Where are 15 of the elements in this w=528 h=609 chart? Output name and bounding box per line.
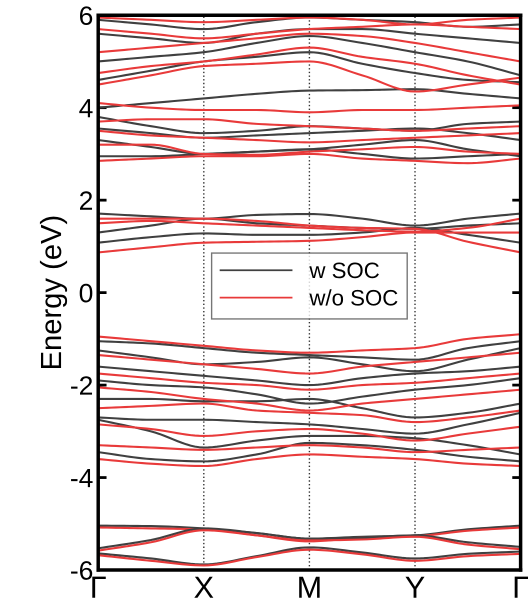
x-tick-label: Γ	[514, 576, 528, 598]
y-tick-label: 6	[80, 6, 92, 26]
legend-label: w/o SOC	[309, 289, 398, 306]
x-tick-label: X	[194, 576, 214, 598]
y-tick-label: 4	[79, 99, 93, 118]
y-tick-label: -4	[71, 468, 93, 488]
x-tick-label: Γ	[92, 576, 106, 598]
legend-label: w SOC	[309, 262, 379, 278]
y-axis-title: Energy (eV)	[40, 216, 68, 368]
x-tick-label: Y	[405, 576, 425, 598]
y-tick-label: -2	[71, 376, 92, 395]
y-tick-label: 0	[80, 284, 92, 302]
y-tick-label: 2	[80, 191, 92, 210]
x-tick-label: M	[299, 576, 320, 598]
y-tick-label: -6	[71, 561, 92, 580]
